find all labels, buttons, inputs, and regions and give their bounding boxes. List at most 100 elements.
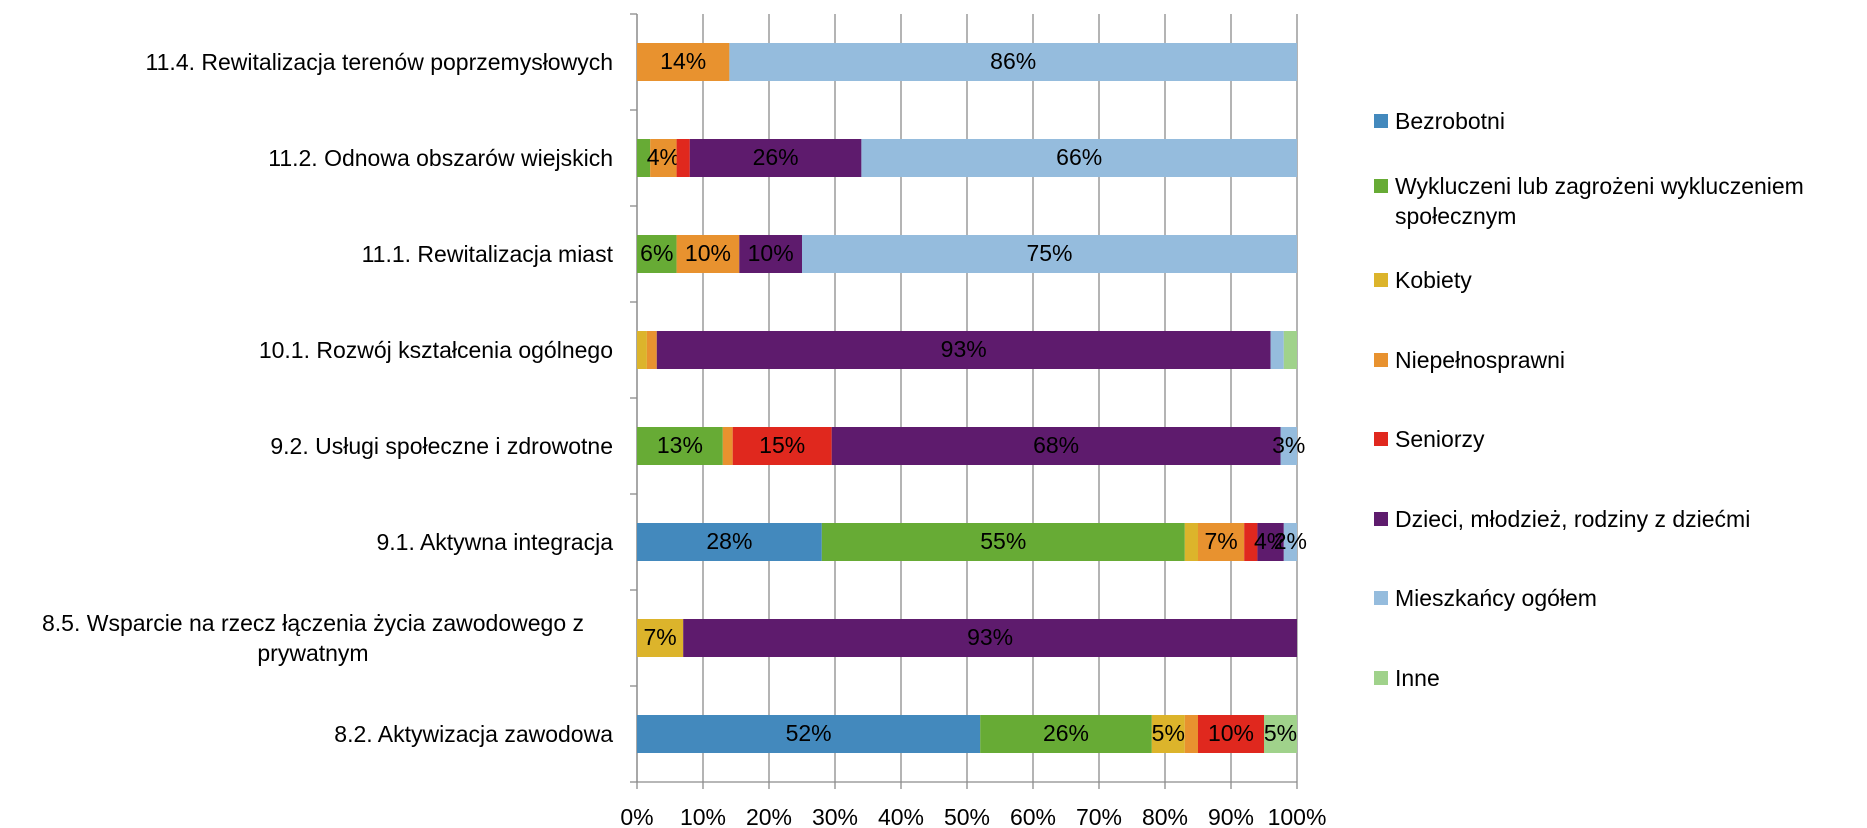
bar-segment	[1198, 523, 1245, 561]
bar-segment	[732, 427, 832, 465]
bar-segment	[1270, 331, 1284, 369]
x-tick-label: 40%	[878, 804, 924, 828]
bar-segment	[1280, 427, 1297, 465]
y-tick-label: 11.1. Rewitalizacja miast	[361, 241, 613, 267]
data-label: 3%	[1272, 432, 1305, 458]
bar-segment	[637, 43, 730, 81]
legend-label: Bezrobotni	[1395, 108, 1505, 134]
bar-segment	[637, 523, 822, 561]
legend-swatch	[1374, 591, 1388, 605]
data-label: 6%	[640, 240, 673, 266]
data-label: 10%	[1208, 720, 1254, 746]
bar-segment	[637, 139, 651, 177]
bar-segment	[861, 139, 1297, 177]
data-label: 55%	[980, 528, 1026, 554]
data-label: 4%	[1254, 528, 1287, 554]
data-label: 10%	[685, 240, 731, 266]
data-label: 68%	[1033, 432, 1079, 458]
data-label: 86%	[990, 48, 1036, 74]
bar-segment	[1283, 523, 1297, 561]
data-label: 7%	[1204, 528, 1237, 554]
bar-segment	[676, 139, 690, 177]
legend-item: Dzieci, młodzież, rodziny z dziećmi	[1374, 504, 1750, 534]
x-tick-label: 70%	[1076, 804, 1122, 828]
legend-item: Inne	[1374, 663, 1440, 693]
legend-swatch	[1374, 670, 1388, 685]
data-label: 75%	[1026, 240, 1072, 266]
x-tick-label: 10%	[680, 804, 726, 828]
data-label: 15%	[759, 432, 805, 458]
bar-segment	[656, 331, 1271, 369]
bar-segment	[980, 715, 1152, 753]
data-label: 5%	[1264, 720, 1297, 746]
bar-segment	[1151, 715, 1185, 753]
bar-segment	[1184, 523, 1198, 561]
x-tick-label: 90%	[1208, 804, 1254, 828]
data-label: 66%	[1056, 144, 1102, 170]
bar-segment	[1198, 715, 1264, 753]
y-tick-label: 8.5. Wsparcie na rzecz łączenia życia za…	[41, 610, 585, 666]
bar-segment	[637, 619, 684, 657]
legend-swatch	[1374, 432, 1388, 446]
data-label: 2%	[1274, 528, 1307, 554]
y-tick-label: 11.2. Odnowa obszarów wiejskich	[268, 145, 613, 171]
bar-segment	[729, 43, 1297, 81]
y-tick-label: 8.2. Aktywizacja zawodowa	[334, 721, 613, 747]
x-tick-label: 20%	[746, 804, 792, 828]
x-tick-label: 30%	[812, 804, 858, 828]
x-tick-label: 100%	[1268, 804, 1327, 828]
data-label: 26%	[753, 144, 799, 170]
x-tick-label: 0%	[620, 804, 653, 828]
data-label: 93%	[967, 624, 1013, 650]
data-label: 93%	[941, 336, 987, 362]
data-label: 14%	[660, 48, 706, 74]
bar-segment	[683, 619, 1297, 657]
legend-item: Niepełnosprawni	[1374, 345, 1565, 375]
data-label: 13%	[657, 432, 703, 458]
legend-label: Wykluczeni lub zagrożeni wykluczeniem sp…	[1395, 172, 1804, 229]
x-tick-label: 50%	[944, 804, 990, 828]
bar-segment	[646, 331, 657, 369]
bar-segment	[676, 235, 740, 273]
y-tick-label: 11.4. Rewitalizacja terenów poprzemysłow…	[145, 49, 613, 75]
legend-swatch	[1374, 114, 1388, 128]
bar-segment	[821, 523, 1185, 561]
data-label: 26%	[1043, 720, 1089, 746]
legend-swatch	[1374, 178, 1388, 193]
bar-segment	[637, 331, 647, 369]
legend-item: Mieszkańcy ogółem	[1374, 583, 1597, 613]
data-label: 10%	[748, 240, 794, 266]
legend-item: Seniorzy	[1374, 424, 1484, 454]
data-label: 5%	[1152, 720, 1185, 746]
bar-segment	[637, 427, 723, 465]
bar-segment	[1184, 715, 1198, 753]
bar-segment	[1264, 715, 1297, 753]
y-tick-label: 9.1. Aktywna integracja	[376, 529, 613, 555]
bar-segment	[802, 235, 1297, 273]
legend-item: Bezrobotni	[1374, 106, 1505, 136]
legend-swatch	[1374, 511, 1388, 526]
x-tick-label: 60%	[1010, 804, 1056, 828]
bar-segment	[1257, 523, 1284, 561]
legend-item: Wykluczeni lub zagrożeni wykluczeniem sp…	[1374, 171, 1864, 231]
data-label: 28%	[706, 528, 752, 554]
data-label: 4%	[647, 144, 680, 170]
legend-item: Kobiety	[1374, 265, 1472, 295]
bar-segment	[689, 139, 862, 177]
legend-swatch	[1374, 352, 1388, 367]
legend-label: Inne	[1395, 664, 1440, 691]
legend-label: Dzieci, młodzież, rodziny z dziećmi	[1395, 505, 1751, 532]
bar-segment	[637, 715, 981, 753]
bar-segment	[1283, 331, 1297, 369]
bar-segment	[637, 235, 677, 273]
y-tick-label: 9.2. Usługi społeczne i zdrowotne	[270, 433, 613, 459]
legend-label: Mieszkańcy ogółem	[1395, 585, 1597, 611]
data-label: 52%	[786, 720, 832, 746]
legend-swatch	[1374, 273, 1388, 287]
bar-segment	[650, 139, 677, 177]
y-tick-label: 10.1. Rozwój kształcenia ogólnego	[258, 337, 613, 363]
bar-segment	[1244, 523, 1258, 561]
legend-label: Seniorzy	[1395, 426, 1485, 452]
